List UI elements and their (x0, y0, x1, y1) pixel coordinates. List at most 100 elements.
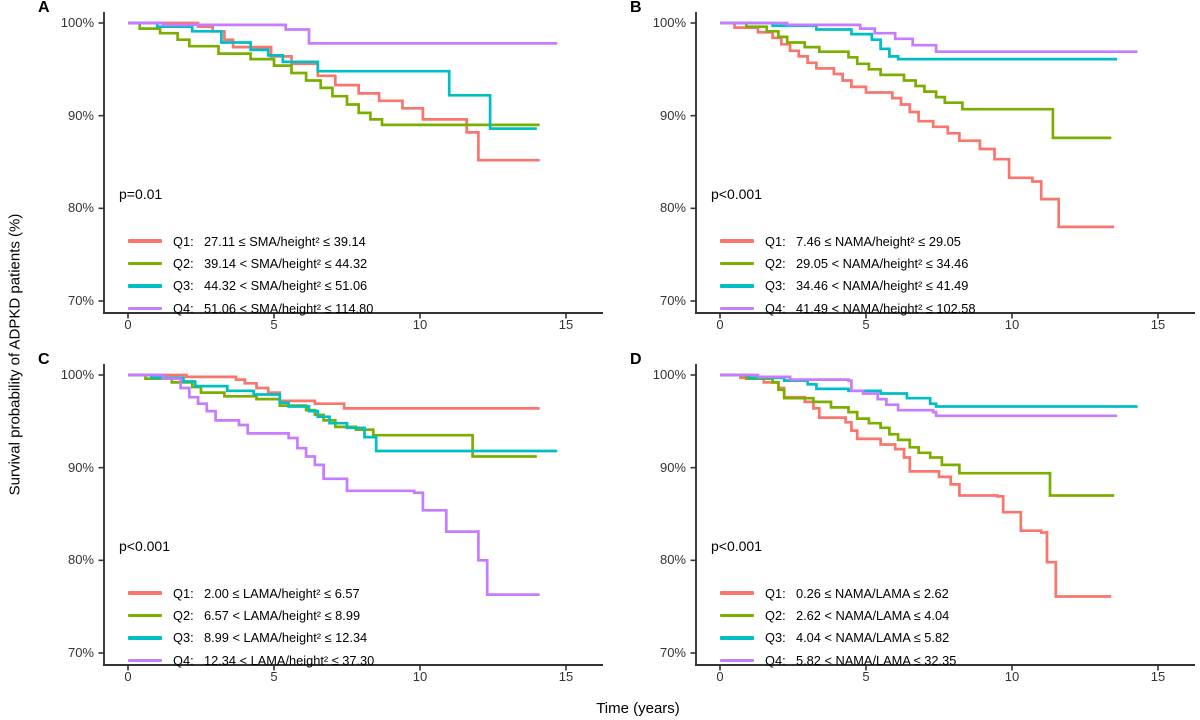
panel-A-y-tick-label-100: 100% (60, 15, 94, 30)
panel-C-curve-Q3 (128, 373, 558, 453)
panel-B-y-tick-label-70: 70% (659, 293, 686, 308)
legend-line-swatch-Q2 (128, 613, 162, 618)
legend-quartile-tag: Q2: (765, 256, 786, 272)
panel-A-y-tick-label-90: 90% (67, 107, 94, 123)
panel-A-x-tick-label-10: 10 (412, 317, 428, 332)
panel-A-legend-item-Q3: Q3: 44.32 < SMA/height² ≤ 51.06 (128, 275, 373, 297)
panel-A-curve-Q3 (128, 21, 537, 130)
legend-range-label: 0.26 ≤ NAMA/LAMA ≤ 2.62 (796, 585, 949, 601)
panel-B-curve-Q4 (720, 21, 1138, 54)
panel-B-legend-item-Q1: Q1: 7.46 ≤ NAMA/height² ≤ 29.05 (720, 230, 976, 252)
panel-D-legend-item-Q1: Q1: 0.26 ≤ NAMA/LAMA ≤ 2.62 (720, 582, 956, 604)
panel-C-y-tick-label-80: 80% (67, 552, 94, 568)
panel-A-legend-item-Q4: Q4: 51.06 < SMA/height² ≤ 114.80 (128, 297, 373, 319)
panel-D-curve-Q4 (720, 373, 1118, 418)
legend-range-label: 51.06 < SMA/height² ≤ 114.80 (204, 300, 374, 316)
panel-C-x-tick-label-0: 0 (124, 669, 132, 684)
legend-range-label: 41.49 < NAMA/height² ≤ 102.58 (796, 300, 976, 316)
legend-range-label: 2.62 < NAMA/LAMA ≤ 4.04 (796, 608, 950, 624)
legend-quartile-tag: Q4: (765, 300, 786, 316)
legend-line-swatch-Q2 (720, 613, 754, 618)
panel-A-p-value: p=0.01 (119, 186, 163, 202)
panel-D-legend-item-Q2: Q2: 2.62 < NAMA/LAMA ≤ 4.04 (720, 604, 956, 626)
legend-range-label: 44.32 < SMA/height² ≤ 51.06 (204, 278, 368, 294)
legend-range-label: 34.46 < NAMA/height² ≤ 41.49 (796, 278, 969, 294)
panel-A-legend: Q1: 27.11 ≤ SMA/height² ≤ 39.14 Q2: 39.14 <… (128, 230, 373, 320)
legend-line-swatch-Q4 (720, 658, 754, 663)
panel-B-letter: B (630, 0, 642, 16)
panel-A-legend-item-Q2: Q2: 39.14 < SMA/height² ≤ 44.32 (128, 252, 373, 274)
legend-line-swatch-Q2 (720, 261, 754, 266)
panel-C-p-value: p<0.001 (119, 538, 170, 554)
panel-C-legend-item-Q3: Q3: 8.99 < LAMA/height² ≤ 12.34 (128, 627, 374, 649)
panel-C-curve-Q1 (128, 373, 540, 410)
panel-B-x-tick-label-0: 0 (716, 317, 724, 332)
legend-line-swatch-Q1 (128, 239, 162, 243)
legend-quartile-tag: Q4: (173, 300, 194, 316)
panel-A-y-tick-label-80: 80% (67, 200, 94, 216)
legend-quartile-tag: Q1: (173, 585, 194, 601)
legend-line-swatch-Q1 (720, 239, 754, 243)
panel-A-x-tick-label-0: 0 (124, 317, 132, 332)
panel-D-y-tick-label-100: 100% (652, 367, 686, 382)
legend-range-label: 29.05 < NAMA/height² ≤ 34.46 (796, 256, 969, 272)
legend-range-label: 7.46 ≤ NAMA/height² ≤ 29.05 (796, 233, 961, 249)
panel-C-y-tick-label-100: 100% (60, 367, 94, 382)
panel-D-x-tick-label-10: 10 (1004, 669, 1020, 684)
panel-D-legend-item-Q3: Q3: 4.04 < NAMA/LAMA ≤ 5.82 (720, 627, 956, 649)
panel-B-legend-item-Q3: Q3: 34.46 < NAMA/height² ≤ 41.49 (720, 275, 976, 297)
panel-B-p-value: p<0.001 (711, 186, 762, 202)
legend-quartile-tag: Q3: (765, 278, 786, 294)
legend-line-swatch-Q3 (128, 284, 162, 288)
legend-line-swatch-Q1 (720, 591, 754, 595)
panel-A: A 100% 90% 80% 70% 0 5 10 15 p=0.01 Q1: 27.11 ≤ SMA… (28, 0, 608, 336)
legend-line-swatch-Q2 (128, 261, 162, 266)
panel-D-y-tick-label-90: 90% (659, 459, 686, 475)
panel-B-x-tick-label-15: 15 (1150, 317, 1166, 332)
panel-B-y-tick-label-80: 80% (659, 200, 686, 216)
panel-D-x-tick-label-5: 5 (862, 669, 870, 684)
panel-B-legend-item-Q4: Q4: 41.49 < NAMA/height² ≤ 102.58 (720, 297, 976, 319)
panel-A-curve-Q2 (128, 21, 540, 127)
panel-A-letter: A (38, 0, 50, 16)
legend-quartile-tag: Q1: (765, 585, 786, 601)
panel-D-p-value: p<0.001 (711, 538, 762, 554)
panel-B-y-tick-label-100: 100% (652, 15, 686, 30)
legend-quartile-tag: Q3: (173, 630, 194, 646)
legend-quartile-tag: Q2: (173, 256, 194, 272)
panel-B-x-tick-label-5: 5 (862, 317, 870, 332)
panel-B: B 100% 90% 80% 70% 0 5 10 15 p<0.001 Q1: 7.46 ≤ NAM… (620, 0, 1200, 336)
legend-line-swatch-Q4 (128, 658, 162, 663)
panel-C-letter: C (38, 351, 50, 368)
panel-C-y-tick-label-90: 90% (67, 459, 94, 475)
panel-A-legend-item-Q1: Q1: 27.11 ≤ SMA/height² ≤ 39.14 (128, 230, 373, 252)
panel-D-plot (690, 364, 1195, 671)
y-axis-title: Survival probability of ADPKD patients (… (6, 213, 24, 495)
panel-D-y-tick-label-70: 70% (659, 645, 686, 660)
legend-line-swatch-Q4 (720, 306, 754, 311)
panel-C-legend-item-Q4: Q4: 12.34 < LAMA/height² ≤ 37.30 (128, 649, 374, 671)
legend-quartile-tag: Q2: (173, 608, 194, 624)
legend-range-label: 12.34 < LAMA/height² ≤ 37.30 (204, 652, 375, 668)
legend-quartile-tag: Q4: (765, 652, 786, 668)
legend-quartile-tag: Q4: (173, 652, 194, 668)
panel-B-legend: Q1: 7.46 ≤ NAMA/height² ≤ 29.05 Q2: 29.05 <… (720, 230, 976, 320)
legend-range-label: 8.99 < LAMA/height² ≤ 12.34 (204, 630, 368, 646)
panel-D-x-tick-label-15: 15 (1150, 669, 1166, 684)
panel-D: D 100% 90% 80% 70% 0 5 10 15 p<0.001 Q1: 0.26 ≤ NAM… (620, 351, 1200, 688)
panel-C-x-tick-label-15: 15 (558, 669, 574, 684)
legend-quartile-tag: Q1: (173, 233, 194, 249)
panel-C-x-tick-label-10: 10 (412, 669, 428, 684)
panel-D-legend: Q1: 0.26 ≤ NAMA/LAMA ≤ 2.62 Q2: 2.62 < NAMA… (720, 582, 956, 672)
legend-range-label: 5.82 < NAMA/LAMA ≤ 32.35 (796, 652, 957, 668)
x-axis-title: Time (years) (596, 700, 680, 717)
panel-D-curve-Q1 (720, 373, 1112, 598)
panel-B-plot (690, 12, 1195, 319)
panel-A-x-tick-label-5: 5 (270, 317, 278, 332)
legend-quartile-tag: Q3: (765, 630, 786, 646)
panel-B-curve-Q2 (720, 21, 1112, 140)
panel-C: C 100% 90% 80% 70% 0 5 10 15 p<0.001 Q1: 2.00 ≤ LAM… (28, 351, 608, 688)
legend-quartile-tag: Q1: (765, 233, 786, 249)
legend-range-label: 6.57 < LAMA/height² ≤ 8.99 (204, 608, 361, 624)
